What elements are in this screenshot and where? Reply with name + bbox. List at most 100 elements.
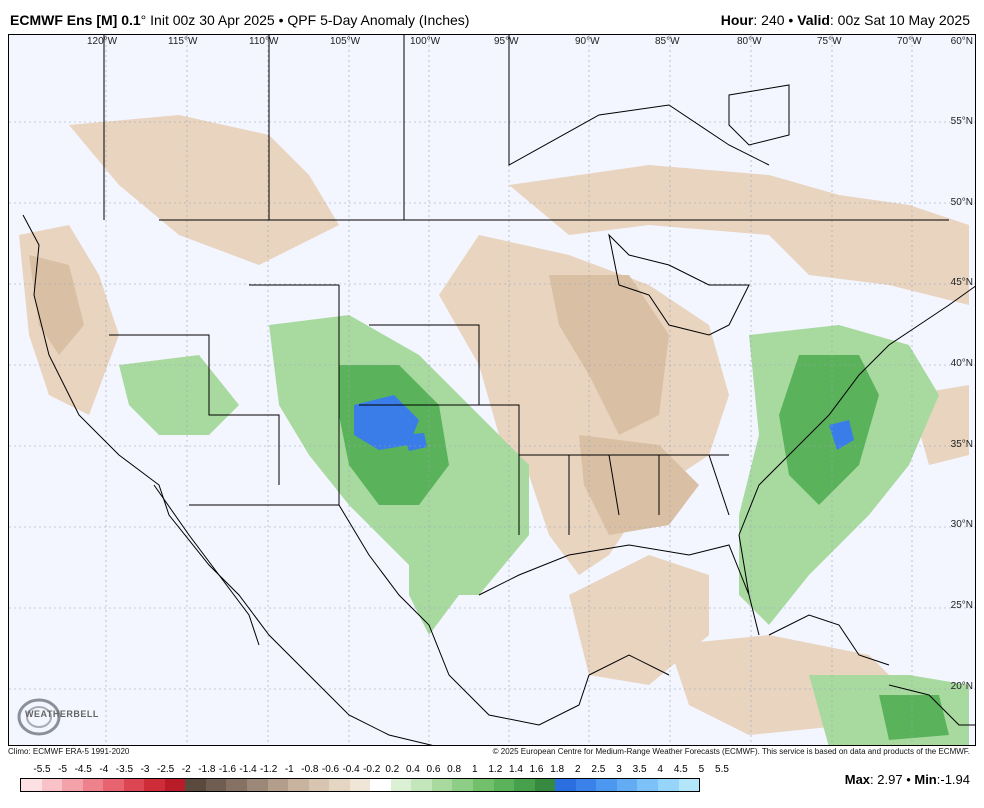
valid-label: Valid [797, 12, 830, 28]
hour-value: : 240 [753, 12, 785, 28]
weatherbell-logo: WEATHERBELL [15, 695, 98, 737]
lon-label: 105°W [330, 36, 361, 47]
min-label: Min [914, 772, 937, 787]
colorbar-swatch [185, 779, 206, 791]
colorbar-swatch [596, 779, 617, 791]
valid-separator: • [784, 12, 798, 28]
colorbar-label: 4 [657, 764, 663, 775]
colorbar-swatch [555, 779, 576, 791]
colorbar-swatch [82, 779, 104, 791]
colorbar-swatch [41, 779, 63, 791]
lon-label: 110°W [249, 36, 279, 47]
lat-label: 60°N [950, 36, 973, 47]
logo-text: WEATHERBELL [25, 709, 99, 719]
colorbar-swatch [205, 779, 227, 791]
colorbar-label: -4.5 [74, 764, 92, 775]
lat-label: 55°N [950, 116, 973, 127]
colorbar: -5.5 -5 -4.5 -4 -3.5 -3 -2.5 -2 -1.8 -1.6 -1.4 -1.2… [20, 764, 729, 794]
stats-separator: • [902, 772, 915, 787]
colorbar-label: -0.8 [301, 764, 319, 775]
max-value: : 2.97 [870, 772, 903, 787]
init-time: Init 00z 30 Apr 2025 [146, 12, 275, 28]
lat-label: 30°N [950, 519, 973, 530]
colorbar-label: 0.4 [405, 764, 420, 775]
colorbar-label: -1.2 [260, 764, 278, 775]
colorbar-label: -3 [140, 764, 150, 775]
lon-label: 75°W [817, 36, 842, 47]
lon-label: 115°W [168, 36, 198, 47]
colorbar-swatch [308, 779, 330, 791]
colorbar-label: -4 [99, 764, 109, 775]
colorbar-swatch [62, 779, 83, 791]
colorbar-label: 1.8 [550, 764, 565, 775]
lon-label: 85°W [655, 36, 680, 47]
colorbar-swatch [21, 779, 42, 791]
colorbar-swatch [616, 779, 638, 791]
colorbar-swatch [144, 779, 165, 791]
lon-label: 80°W [737, 36, 762, 47]
colorbar-swatch [473, 779, 494, 791]
very-wet-areas [354, 395, 854, 451]
logo-swirl-icon [17, 698, 61, 736]
colorbar-label: 0.8 [447, 764, 462, 775]
colorbar-swatch [493, 779, 515, 791]
colorbar-label: -0.6 [321, 764, 340, 775]
max-label: Max [844, 772, 871, 787]
lon-label: 70°W [897, 36, 922, 47]
colorbar-swatch [349, 779, 371, 791]
colorbar-swatch [164, 779, 186, 791]
colorbar-label: -5 [58, 764, 68, 775]
title: ECMWF Ens [M] 0.1° Init 00z 30 Apr 2025 … [10, 12, 469, 28]
lat-label: 40°N [950, 358, 973, 369]
lat-label: 45°N [950, 277, 973, 288]
lon-label: 95°W [494, 36, 519, 47]
model-name: ECMWF Ens [M] 0.1 [10, 12, 141, 28]
colorbar-label: 1 [471, 764, 478, 775]
lon-label: 100°W [410, 36, 441, 47]
colorbar-label: -2 [181, 764, 191, 775]
title-separator: • [274, 12, 288, 28]
graticule [9, 35, 975, 745]
colorbar-label: -1.6 [218, 764, 237, 775]
lon-label: 90°W [575, 36, 600, 47]
min-value: :-1.94 [936, 772, 970, 787]
colorbar-swatch [123, 779, 145, 791]
colorbar-swatch [370, 779, 391, 791]
colorbar-label: 2 [574, 764, 581, 775]
colorbar-swatch [103, 779, 124, 791]
anomaly-map: 120°W 115°W 110°W 105°W 100°W 95°W 90°W … [8, 34, 976, 746]
colorbar-labels: -5.5 -5 -4.5 -4 -3.5 -3 -2.5 -2 -1.8 -1.6 -1.4 -1.2… [20, 764, 729, 777]
colorbar-label: 4.5 [673, 764, 688, 775]
colorbar-label: 0.6 [426, 764, 441, 775]
colorbar-swatch [534, 779, 556, 791]
colorbar-label: -1 [284, 764, 294, 775]
lon-label: 120°W [87, 36, 118, 47]
colorbar-swatch [575, 779, 597, 791]
colorbar-label: 1.2 [488, 764, 503, 775]
colorbar-label: -0.2 [363, 764, 381, 775]
colorbar-label: 0.2 [385, 764, 400, 775]
lat-label: 50°N [950, 197, 973, 208]
lat-label: 35°N [950, 439, 973, 450]
colorbar-label: -1.4 [239, 764, 257, 775]
copyright-note: © 2025 European Centre for Medium-Range … [492, 747, 970, 756]
colorbar-label: 5 [698, 764, 705, 775]
coastlines-borders [22, 35, 975, 745]
colorbar-swatch [657, 779, 679, 791]
hour-label: Hour [720, 12, 754, 28]
colorbar-label: 3 [616, 764, 622, 775]
degree-symbol: ° [140, 12, 147, 28]
colorbar-swatch [637, 779, 658, 791]
colorbar-swatch [329, 779, 350, 791]
colorbar-label: -0.4 [342, 764, 360, 775]
colorbar-swatch [678, 779, 700, 791]
lat-label: 20°N [950, 681, 973, 692]
product-name: QPF 5-Day Anomaly (Inches) [287, 12, 470, 28]
climo-note: Climo: ECMWF ERA-5 1991-2020 [8, 747, 130, 756]
colorbar-label: 5.5 [715, 764, 729, 775]
colorbar-label: -2.5 [157, 764, 175, 775]
colorbar-label: 1.6 [529, 764, 544, 775]
colorbar-swatch [226, 779, 248, 791]
valid-value: : 00z Sat 10 May 2025 [829, 12, 970, 28]
map-graphic [9, 35, 975, 745]
